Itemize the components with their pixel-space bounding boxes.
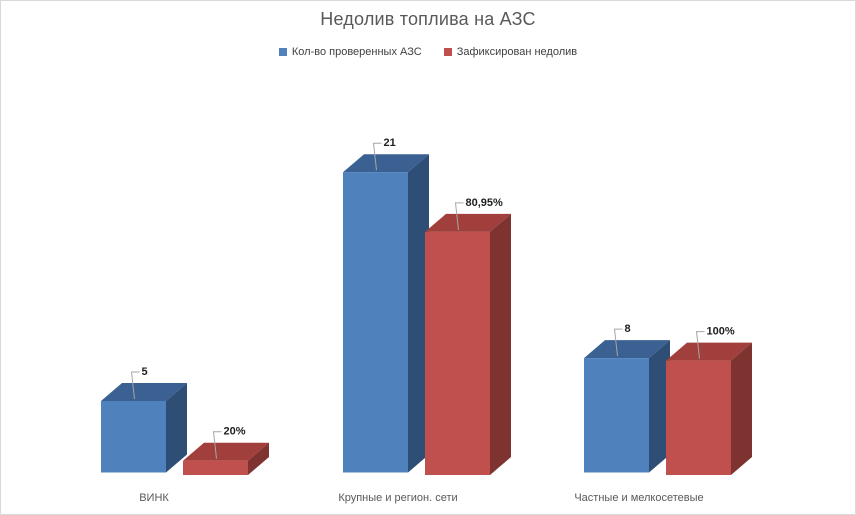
legend-swatch-blue — [278, 48, 287, 56]
data-label-leader-line — [613, 328, 623, 357]
data-label-checked-stations-cat2: 21 — [384, 137, 396, 149]
data-label-underfill-recorded-cat1: 20% — [224, 426, 246, 438]
data-label-checked-stations-cat3: 8 — [625, 323, 631, 335]
legend-label-checked-stations: Кол-во проверенных АЗС — [291, 46, 422, 58]
chart-title: Недолив топлива на АЗС — [320, 9, 536, 29]
bar-underfill-recorded-cat3[interactable] — [666, 342, 752, 475]
bar-underfill-recorded-cat1[interactable] — [183, 442, 269, 475]
data-label-leader-line — [130, 371, 140, 400]
data-label-leader-line — [212, 431, 222, 459]
data-label-underfill-recorded-cat2: 80,95% — [466, 197, 504, 209]
bar-checked-stations-cat1[interactable] — [101, 383, 187, 473]
legend-swatch-red — [443, 48, 452, 56]
data-label-leader-line — [372, 142, 382, 171]
legend-label-underfill-recorded: Зафиксирован недолив — [456, 46, 578, 58]
legend-item-underfill-recorded[interactable]: Зафиксирован недолив — [443, 46, 578, 58]
data-label-leader-line — [454, 202, 464, 230]
legend: Кол-во проверенных АЗС Зафиксирован недо… — [1, 46, 855, 58]
data-label-leader-line — [695, 331, 705, 359]
data-label-underfill-recorded-cat3: 100% — [707, 326, 735, 338]
legend-item-checked-stations[interactable]: Кол-во проверенных АЗС — [278, 46, 422, 58]
data-label-checked-stations-cat1: 5 — [142, 366, 148, 378]
bar-checked-stations-cat3[interactable] — [584, 340, 670, 473]
bar-underfill-recorded-cat2[interactable] — [425, 213, 511, 475]
bar-checked-stations-cat2[interactable] — [343, 154, 429, 473]
